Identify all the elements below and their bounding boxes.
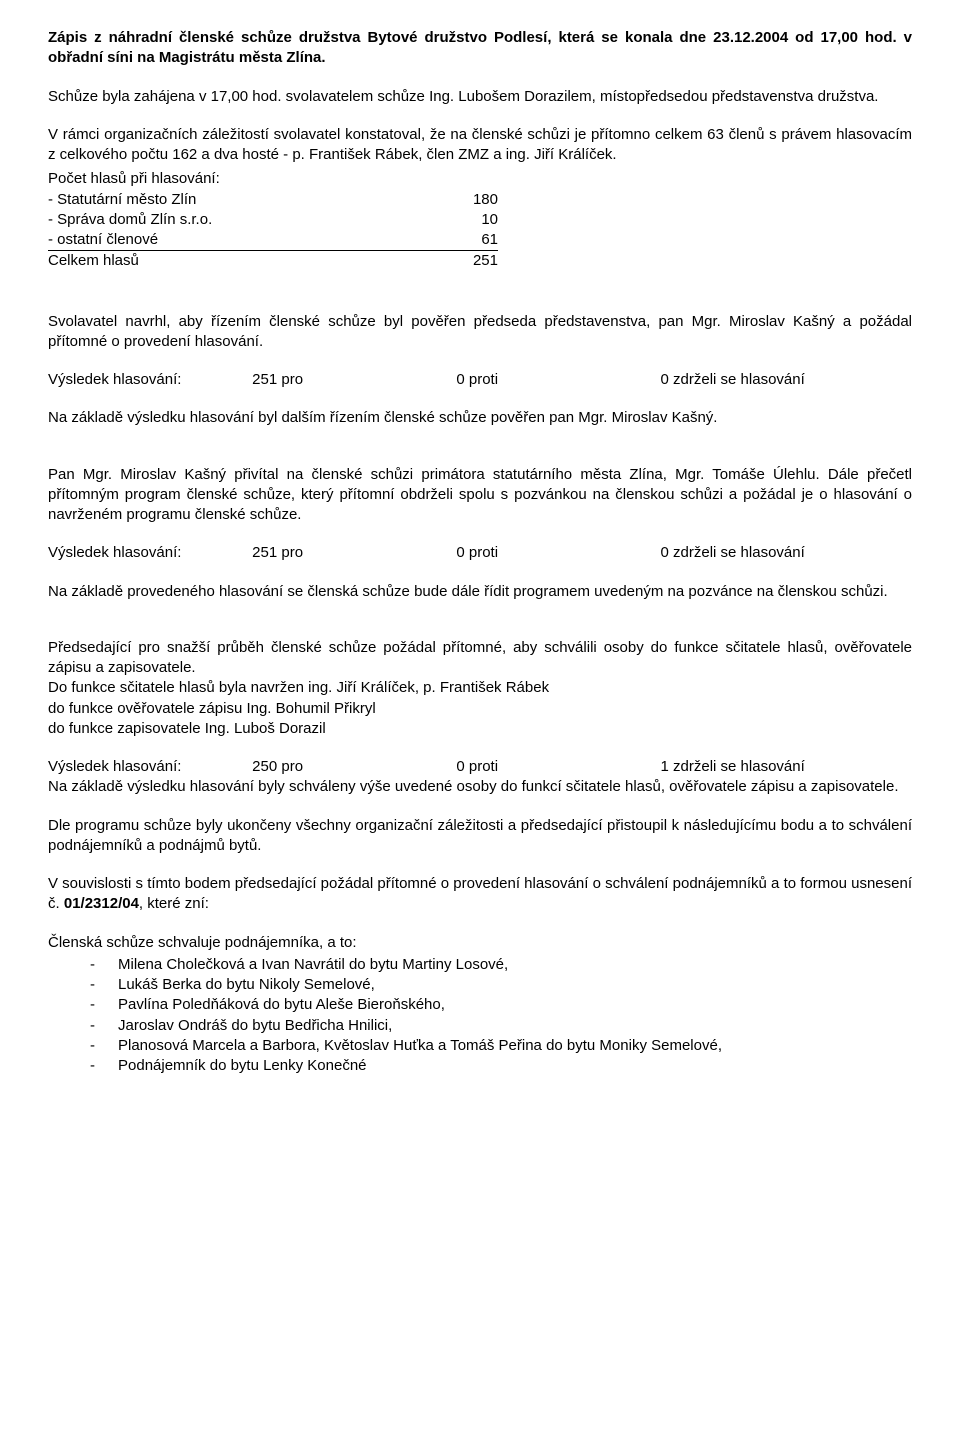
table-row: - Statutární město Zlín 180 — [48, 190, 498, 210]
table-row: - ostatní členové 61 — [48, 230, 498, 251]
result-abstain: 0 zdrželi se hlasování — [661, 370, 805, 390]
vote-row-label: - ostatní členové — [48, 230, 438, 251]
votes-table: - Statutární město Zlín 180 - Správa dom… — [48, 190, 498, 272]
result-label: Výsledek hlasování: — [48, 370, 248, 390]
list-item: Milena Cholečková a Ivan Navrátil do byt… — [90, 955, 912, 975]
resolution-list: Milena Cholečková a Ivan Navrátil do byt… — [48, 955, 912, 1077]
result-label: Výsledek hlasování: — [48, 757, 248, 777]
paragraph-program-intro: Pan Mgr. Miroslav Kašný přivítal na člen… — [48, 465, 912, 526]
vote-row-label: - Statutární město Zlín — [48, 190, 438, 210]
vote-row-num: 10 — [438, 210, 498, 230]
paragraph-chair-result: Na základě výsledku hlasování byl dalším… — [48, 408, 912, 428]
list-item: Jaroslav Ondráš do bytu Bedřicha Hnilici… — [90, 1016, 912, 1036]
paragraph-opening: Schůze byla zahájena v 17,00 hod. svolav… — [48, 87, 912, 107]
result-abstain: 0 zdrželi se hlasování — [661, 543, 805, 563]
result-abstain: 1 zdrželi se hlasování — [661, 757, 805, 777]
vote-result-2: Výsledek hlasování: 251 pro 0 proti 0 zd… — [48, 543, 912, 563]
result-for: 250 pro — [252, 757, 452, 777]
role-scitatel: Do funkce sčitatele hlasů byla navržen i… — [48, 678, 912, 698]
result-label: Výsledek hlasování: — [48, 543, 248, 563]
resolution-number: 01/2312/04 — [64, 895, 139, 912]
list-item: Pavlína Poledňáková do bytu Aleše Bieroň… — [90, 995, 912, 1015]
resolution-intro: Členská schůze schvaluje podnájemníka, a… — [48, 933, 912, 953]
result-against: 0 proti — [456, 757, 656, 777]
result-against: 0 proti — [456, 543, 656, 563]
list-item: Planosová Marcela a Barbora, Květoslav H… — [90, 1036, 912, 1056]
result-for: 251 pro — [252, 370, 452, 390]
paragraph-chair-proposal: Svolavatel navrhl, aby řízením členské s… — [48, 312, 912, 353]
vote-total-label: Celkem hlasů — [48, 251, 438, 272]
vote-result-1: Výsledek hlasování: 251 pro 0 proti 0 zd… — [48, 370, 912, 390]
result-for: 251 pro — [252, 543, 452, 563]
table-row-total: Celkem hlasů 251 — [48, 251, 498, 272]
paragraph-roles-result: Na základě výsledku hlasování byly schvá… — [48, 777, 912, 797]
vote-row-num: 180 — [438, 190, 498, 210]
role-zapisovatel: do funkce zapisovatele Ing. Luboš Dorazi… — [48, 719, 912, 739]
role-overovatel: do funkce ověřovatele zápisu Ing. Bohumi… — [48, 699, 912, 719]
paragraph-next-step: Dle programu schůze byly ukončeny všechn… — [48, 816, 912, 857]
list-item: Lukáš Berka do bytu Nikoly Semelové, — [90, 975, 912, 995]
vote-row-label: - Správa domů Zlín s.r.o. — [48, 210, 438, 230]
document-title: Zápis z náhradní členské schůze družstva… — [48, 28, 912, 69]
votes-heading: Počet hlasů při hlasování: — [48, 169, 912, 189]
list-item: Podnájemník do bytu Lenky Konečné — [90, 1056, 912, 1076]
paragraph-resolution-lead: V souvislosti s tímto bodem předsedající… — [48, 874, 912, 915]
table-row: - Správa domů Zlín s.r.o. 10 — [48, 210, 498, 230]
paragraph-roles-intro: Předsedající pro snažší průběh členské s… — [48, 639, 912, 676]
vote-row-num: 61 — [438, 230, 498, 251]
vote-total-num: 251 — [438, 251, 498, 272]
vote-result-3: Výsledek hlasování: 250 pro 0 proti 1 zd… — [48, 757, 912, 777]
paragraph-quorum: V rámci organizačních záležitostí svolav… — [48, 126, 912, 163]
resolution-lead-b: , které zní: — [139, 895, 209, 912]
paragraph-program-result: Na základě provedeného hlasování se člen… — [48, 582, 912, 602]
result-against: 0 proti — [456, 370, 656, 390]
